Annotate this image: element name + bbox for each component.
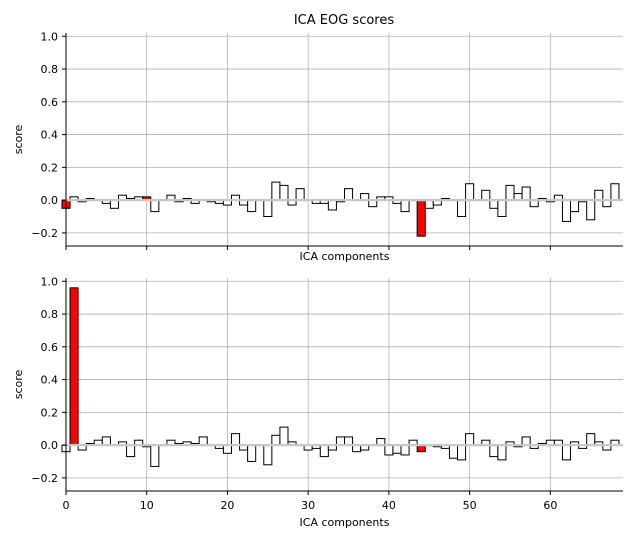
bar-component-50 — [465, 183, 475, 201]
bar-component-42 — [400, 444, 410, 456]
bar-component-5 — [101, 436, 111, 446]
bar-component-23 — [247, 199, 257, 213]
x-tick-label: 40 — [382, 499, 396, 512]
y-tick-label: 0.0 — [41, 194, 59, 207]
bar-component-52 — [481, 189, 491, 201]
bar-component-62 — [561, 199, 572, 222]
y-tick-label: 0.8 — [41, 308, 59, 321]
x-axis-label: ICA components — [300, 516, 390, 529]
y-axis-label: score — [12, 369, 25, 399]
bar-component-55 — [505, 184, 515, 201]
bar-component-62 — [561, 444, 572, 461]
bar-component-26 — [271, 181, 281, 201]
bar-component-35 — [344, 436, 354, 446]
bar-component-49 — [457, 199, 467, 218]
bar-component-17 — [198, 436, 208, 446]
bar-component-32 — [319, 444, 329, 458]
bar-component-44 — [416, 199, 426, 237]
bar-component-23 — [247, 444, 257, 463]
y-tick-label: 0.4 — [41, 374, 59, 387]
bar-component-26 — [271, 434, 281, 446]
bar-component-25 — [263, 444, 273, 466]
bar-component-63 — [570, 199, 580, 213]
bar-component-68 — [610, 183, 620, 201]
y-tick-label: 0.0 — [41, 439, 59, 452]
bar-component-41 — [392, 444, 402, 454]
y-tick-label: 0.6 — [41, 96, 59, 109]
y-tick-label: 0.2 — [41, 161, 59, 174]
bar-component-45 — [424, 199, 434, 209]
bar-component-57 — [521, 436, 531, 446]
bar-component-11 — [150, 444, 160, 467]
bar-component-40 — [384, 444, 394, 456]
bar-component-49 — [457, 444, 467, 461]
bar-component-27 — [279, 426, 289, 446]
x-tick-label: 50 — [463, 499, 477, 512]
bar-component-65 — [586, 199, 596, 221]
eog-scores-plot-top: −0.2 0.0 0.2 0.4 0.6 0.8 1.0 ICA components scor… — [12, 30, 623, 263]
x-tick-label: 0 — [63, 499, 70, 512]
y-tick-label: 0.4 — [41, 129, 59, 142]
bar-component-35 — [344, 188, 354, 201]
y-tick-label: −0.2 — [31, 472, 58, 485]
bar-component-57 — [521, 186, 531, 201]
bar-component-54 — [497, 199, 507, 218]
eog-scores-plot-bottom: −0.2 0.0 0.2 0.4 0.6 0.8 1.0 0 10 20 30 40 50 60 ICA c… — [12, 275, 623, 529]
bar-component-53 — [489, 444, 499, 458]
bar-component-53 — [489, 199, 499, 209]
bar-component-11 — [150, 199, 160, 213]
bar-component-50 — [465, 433, 475, 446]
bar-component-25 — [263, 199, 273, 218]
x-tick-label: 20 — [220, 499, 234, 512]
bar-component-1 — [69, 287, 79, 446]
bar-component-48 — [448, 444, 459, 459]
bar-component-42 — [400, 199, 410, 213]
y-tick-label: 0.8 — [41, 63, 59, 76]
bar-component-65 — [586, 433, 596, 446]
y-tick-label: −0.2 — [31, 227, 58, 240]
bar-component-27 — [279, 184, 289, 201]
bar-component-54 — [497, 444, 507, 461]
x-axis-label: ICA components — [300, 250, 390, 263]
bar-component-29 — [295, 188, 305, 201]
y-tick-label: 1.0 — [41, 30, 59, 43]
bar-component-20 — [222, 444, 232, 454]
bar-component-34 — [335, 436, 346, 446]
y-tick-label: 1.0 — [41, 275, 59, 288]
x-tick-label: 10 — [140, 499, 154, 512]
bar-component-6 — [109, 199, 119, 209]
figure-title: ICA EOG scores — [294, 13, 395, 28]
bar-component-66 — [594, 189, 604, 201]
y-tick-label: 0.2 — [41, 406, 59, 419]
bar-component-33 — [327, 199, 337, 211]
bar-component-21 — [230, 433, 241, 446]
y-tick-label: 0.6 — [41, 341, 59, 354]
x-tick-label: 30 — [301, 499, 315, 512]
y-axis-label: score — [12, 124, 25, 154]
bar-component-8 — [126, 444, 136, 458]
x-tick-label: 60 — [543, 499, 557, 512]
